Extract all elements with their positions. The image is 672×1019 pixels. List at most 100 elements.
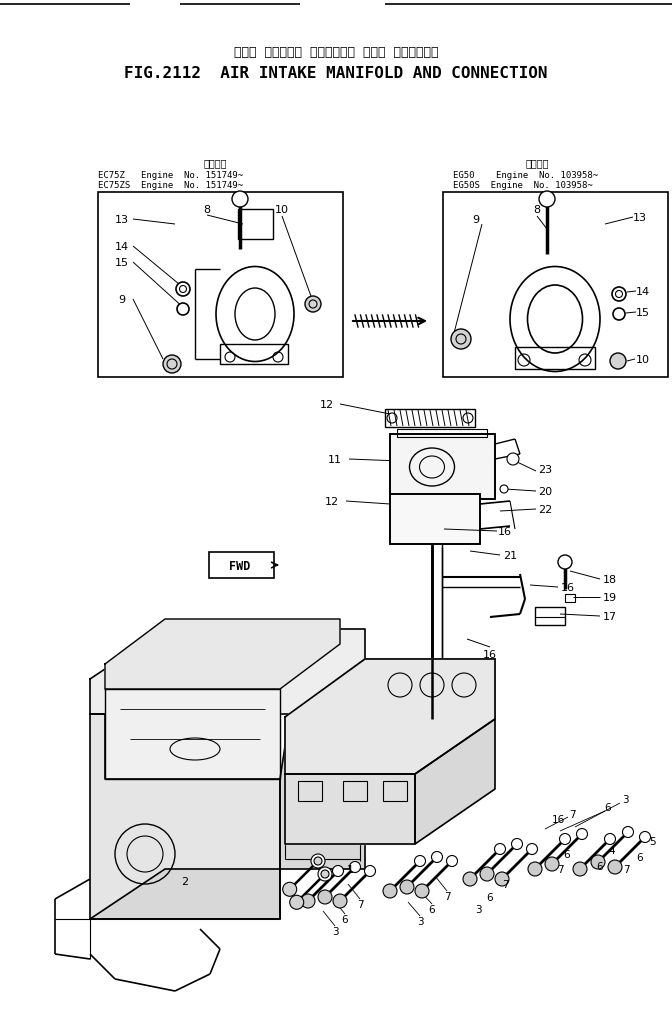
Text: 3: 3 [332,926,338,936]
Circle shape [526,844,538,855]
Circle shape [500,485,508,493]
Circle shape [608,860,622,874]
Bar [238,210,273,239]
Bar [390,494,480,544]
Circle shape [560,834,571,845]
Circle shape [507,453,519,466]
Circle shape [431,852,442,863]
Circle shape [579,355,591,367]
Text: 4: 4 [609,845,616,855]
Text: 7: 7 [357,899,364,909]
Circle shape [518,355,530,367]
Circle shape [573,862,587,876]
Bar [343,782,367,801]
Bar [390,494,480,544]
Circle shape [446,856,458,866]
Text: 7: 7 [623,864,629,874]
Text: 23: 23 [538,465,552,475]
Circle shape [301,894,315,908]
Polygon shape [285,659,495,774]
Text: 6: 6 [487,892,493,902]
Bar [443,193,668,378]
Circle shape [558,555,572,570]
Circle shape [333,866,343,876]
Circle shape [451,330,471,350]
Bar [397,430,487,437]
Text: 3: 3 [474,904,481,914]
Circle shape [400,880,414,894]
Circle shape [176,282,190,297]
Text: 6: 6 [605,802,612,812]
Text: FIG.2112  AIR INTAKE MANIFOLD AND CONNECTION: FIG.2112 AIR INTAKE MANIFOLD AND CONNECT… [124,65,548,81]
Circle shape [495,872,509,887]
Text: 12: 12 [325,496,339,506]
Text: 6: 6 [564,849,571,859]
Circle shape [163,356,181,374]
Bar [373,667,485,709]
Polygon shape [90,714,365,919]
Circle shape [610,354,626,370]
Text: 21: 21 [503,550,517,560]
Text: 適用号機: 適用号機 [526,158,549,168]
Circle shape [290,896,304,909]
Text: EG50    Engine  No. 103958~: EG50 Engine No. 103958~ [453,170,598,179]
Text: 14: 14 [636,286,650,297]
Text: 22: 22 [538,504,552,515]
Polygon shape [285,774,415,844]
Text: 12: 12 [320,399,334,410]
Circle shape [463,872,477,887]
Bar [565,594,575,602]
Text: 16: 16 [551,814,564,824]
Text: 8: 8 [204,205,210,215]
Text: FWD: FWD [229,559,251,572]
Circle shape [349,862,360,872]
Text: エアー  インテーク  マニホールド  および  コネクション: エアー インテーク マニホールド および コネクション [234,46,438,58]
Circle shape [622,826,634,838]
Circle shape [383,884,397,898]
Bar [515,347,595,370]
Circle shape [528,862,542,876]
Circle shape [232,192,248,208]
Text: 11: 11 [328,454,342,465]
Text: 7: 7 [569,809,575,819]
Text: 6: 6 [636,852,643,862]
Polygon shape [415,719,495,844]
Text: 7: 7 [502,879,508,890]
Circle shape [577,828,587,840]
Text: 10: 10 [275,205,289,215]
Text: 10: 10 [636,355,650,365]
Circle shape [283,882,297,897]
Bar [365,659,495,717]
Circle shape [333,894,347,908]
Bar [220,344,288,365]
Text: 20: 20 [538,486,552,496]
Bar [385,410,475,428]
Text: 6: 6 [341,914,348,924]
Polygon shape [90,630,365,714]
Bar [365,659,495,717]
Circle shape [415,884,429,898]
Circle shape [364,866,376,876]
Bar [209,552,274,579]
Polygon shape [105,689,280,780]
Circle shape [613,309,625,321]
Circle shape [480,867,494,881]
Text: 7: 7 [556,864,563,874]
Text: 7: 7 [444,892,450,901]
Circle shape [311,854,325,868]
Text: 19: 19 [603,592,617,602]
Polygon shape [105,620,340,689]
Text: 15: 15 [636,308,650,318]
Circle shape [591,855,605,869]
Text: 3: 3 [622,794,628,804]
Circle shape [511,839,523,850]
Text: EG50S  Engine  No. 103958~: EG50S Engine No. 103958~ [453,180,593,190]
Bar [535,607,565,626]
Circle shape [314,857,322,865]
Text: 3: 3 [417,916,423,926]
Bar [390,434,495,499]
Bar [98,193,343,378]
Text: 16: 16 [498,527,512,536]
Bar [383,782,407,801]
Circle shape [612,287,626,302]
